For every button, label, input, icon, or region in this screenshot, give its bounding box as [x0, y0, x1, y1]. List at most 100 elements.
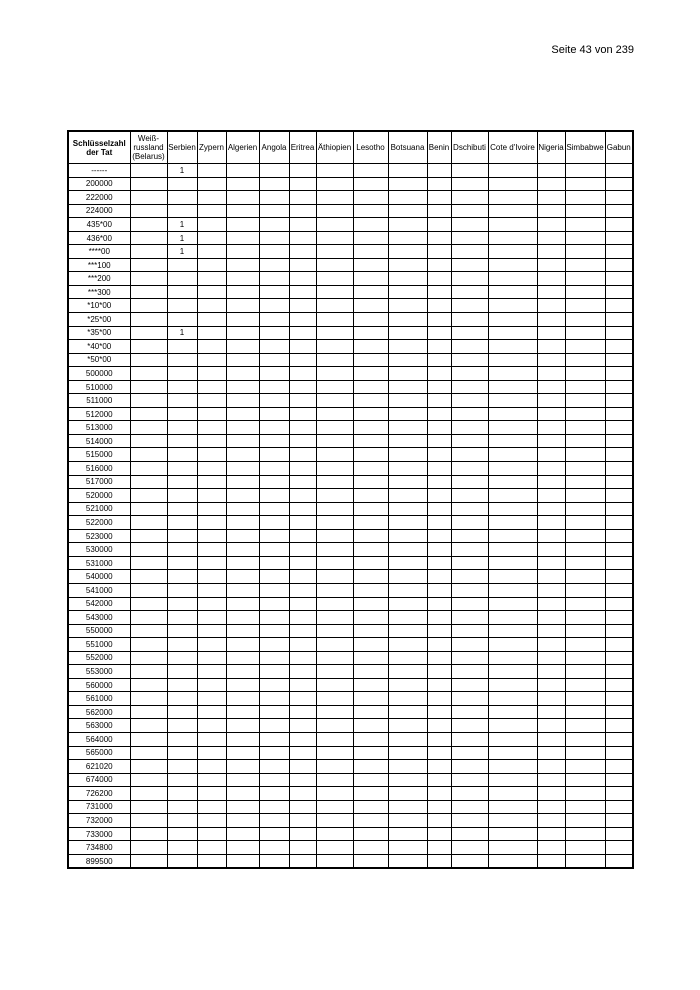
count-cell	[564, 244, 606, 259]
count-cell	[196, 555, 227, 571]
count-cell	[564, 474, 606, 490]
count-cell	[166, 528, 198, 544]
count-cell	[225, 677, 260, 693]
table-row: 511000	[67, 393, 634, 408]
table-row: *35*00 1	[67, 325, 634, 341]
table-row: 513000	[67, 420, 634, 435]
count-cell	[196, 745, 227, 761]
count-cell	[450, 190, 489, 205]
count-cell	[487, 786, 538, 801]
column-header: Nigeria	[536, 130, 566, 164]
count-cell	[536, 352, 566, 368]
count-cell	[225, 731, 260, 747]
count-cell	[387, 379, 428, 395]
count-cell	[604, 461, 634, 476]
offense-code-cell: 542000	[67, 596, 131, 612]
count-cell	[487, 826, 538, 842]
count-cell	[450, 704, 489, 720]
count-cell	[450, 623, 489, 639]
count-cell	[387, 515, 428, 530]
count-cell	[166, 420, 198, 435]
offense-code-cell: 560000	[67, 677, 131, 693]
count-cell	[387, 772, 428, 788]
count-cell	[387, 759, 428, 774]
offense-code-cell: 543000	[67, 610, 131, 625]
count-cell	[450, 244, 489, 259]
count-cell	[450, 515, 489, 530]
count-cell	[352, 325, 389, 341]
column-header: Äthiopien	[315, 130, 354, 164]
count-cell	[225, 569, 260, 584]
count-cell	[258, 284, 290, 300]
count-cell	[450, 840, 489, 855]
count-cell	[225, 853, 260, 869]
count-cell	[225, 176, 260, 192]
count-cell	[564, 853, 606, 869]
count-cell	[315, 853, 354, 869]
count-cell	[258, 637, 290, 652]
count-cell	[129, 664, 168, 679]
count-cell	[196, 759, 227, 774]
count-cell	[536, 542, 566, 557]
count-cell	[604, 271, 634, 286]
page-of: von	[594, 44, 613, 56]
count-cell	[387, 176, 428, 192]
count-cell	[129, 501, 168, 517]
offense-code-cell: 674000	[67, 772, 131, 788]
count-cell	[196, 677, 227, 693]
offense-code-cell: 561000	[67, 691, 131, 706]
count-cell	[129, 163, 168, 178]
count-cell	[352, 731, 389, 747]
count-cell	[288, 163, 317, 178]
count-cell	[315, 393, 354, 408]
count-cell	[387, 718, 428, 733]
count-cell	[166, 745, 198, 761]
count-cell	[225, 786, 260, 801]
count-cell	[288, 244, 317, 259]
count-cell	[315, 271, 354, 286]
count-cell	[315, 677, 354, 693]
count-cell	[352, 555, 389, 571]
count-cell	[225, 379, 260, 395]
count-cell	[352, 244, 389, 259]
count-cell	[258, 786, 290, 801]
count-cell	[450, 569, 489, 584]
count-cell	[536, 433, 566, 449]
count-cell	[536, 271, 566, 286]
count-cell	[315, 555, 354, 571]
count-cell	[196, 596, 227, 612]
count-cell	[450, 217, 489, 232]
count-cell	[487, 528, 538, 544]
count-cell	[225, 826, 260, 842]
count-cell	[225, 406, 260, 422]
count-cell	[387, 555, 428, 571]
count-cell	[564, 840, 606, 855]
count-cell	[487, 406, 538, 422]
offense-code-cell: 564000	[67, 731, 131, 747]
count-cell	[288, 217, 317, 232]
count-cell	[352, 637, 389, 652]
count-cell	[450, 718, 489, 733]
count-cell	[129, 461, 168, 476]
count-cell	[450, 664, 489, 679]
count-cell	[536, 664, 566, 679]
offense-code-cell: 531000	[67, 555, 131, 571]
offense-code-cell: 222000	[67, 190, 131, 205]
count-cell	[288, 596, 317, 612]
count-cell	[225, 352, 260, 368]
count-cell	[536, 569, 566, 584]
column-header: Dschibuti	[450, 130, 489, 164]
count-cell	[258, 339, 290, 354]
count-cell	[288, 190, 317, 205]
count-cell	[258, 542, 290, 557]
count-cell	[258, 596, 290, 612]
table-row: ------ 1	[67, 163, 634, 178]
count-cell	[258, 799, 290, 815]
count-cell	[487, 704, 538, 720]
count-cell	[564, 799, 606, 815]
table-row: 564000	[67, 731, 634, 747]
count-cell	[426, 677, 452, 693]
count-cell	[604, 244, 634, 259]
count-cell	[426, 163, 452, 178]
count-cell	[426, 745, 452, 761]
